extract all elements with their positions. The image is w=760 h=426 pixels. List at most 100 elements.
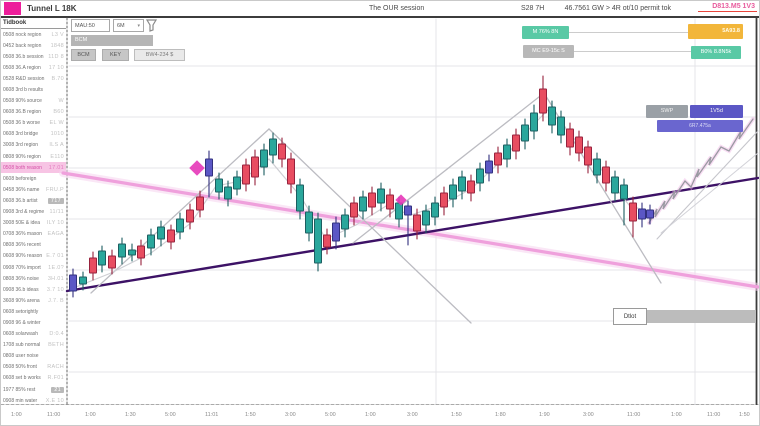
list-item[interactable]: 0608 36.B region B60 — [1, 107, 66, 118]
row-value: L3 V — [51, 31, 64, 38]
row-value: 717 — [47, 197, 64, 204]
list-item[interactable]: 0608 90% reason E.7 01 — [1, 251, 66, 262]
axis-tick-label: 1:50 — [739, 412, 750, 418]
row-label: 0608 3rd bridge — [3, 131, 39, 138]
list-item[interactable]: 0808 user noise — [1, 351, 66, 362]
list-item[interactable]: 0708 36% mason EAGA — [1, 229, 66, 240]
list-item[interactable]: 3008 3rd region ILS A — [1, 140, 66, 151]
alert-price-label[interactable]: 5A93.8 — [688, 24, 743, 39]
indicator-input[interactable]: MAU:50 — [71, 19, 110, 32]
value-badge: 6R7.475a — [657, 120, 743, 132]
row-label: 0808 user noise — [3, 353, 39, 360]
list-item[interactable]: 0808 36% recent — [1, 240, 66, 251]
row-label: 0608 36.B region — [3, 109, 42, 116]
list-item[interactable]: 3008 50E & idea ILY 10 — [1, 218, 66, 229]
row-value: ILY 10 — [46, 220, 64, 227]
timeframe-value: 6M — [117, 22, 125, 29]
sell-button[interactable]: BCM — [71, 49, 96, 61]
row-value: 21 — [51, 386, 64, 393]
axis-tick-label: 1:00 — [671, 412, 682, 418]
list-item[interactable]: 0908 70% import 1E.0? — [1, 262, 66, 273]
amount-button[interactable]: BW4-234 $ — [134, 49, 185, 61]
alert-price-label-2[interactable]: B0% 8.8N5k — [691, 46, 741, 59]
detail-button[interactable]: Dtlot — [613, 308, 647, 325]
alert-level-label-2[interactable]: MC E9-15c S — [523, 45, 574, 58]
row-label: 0608 set b works — [3, 375, 41, 382]
row-value: W — [58, 98, 64, 105]
row-label: 0608 setorightly — [3, 308, 39, 315]
alert-level-label[interactable]: M 76% 8N — [522, 26, 569, 39]
list-item[interactable]: 0458 36% name FRU.P — [1, 184, 66, 195]
list-item[interactable]: 3608 90% arena J.7. B — [1, 295, 66, 306]
row-label: 0808 90% region — [3, 153, 41, 160]
list-item[interactable]: 0908 3rd & regime 11/11 — [1, 207, 66, 218]
instrument-title: Tunnel L 18K — [27, 4, 77, 13]
row-label: 0508 50% front — [3, 364, 37, 371]
list-item[interactable]: 0608 set b works R.F01 — [1, 373, 66, 384]
list-item[interactable]: 0508 nock region L3 V — [1, 29, 66, 40]
list-item[interactable]: 0908 36.b ideas 3.7 10 — [1, 284, 66, 295]
row-value: BETH — [48, 342, 64, 349]
row-label: 1977 85% rest — [3, 386, 36, 393]
row-label: 0908 96 & winter — [3, 319, 41, 326]
order-mode-bar[interactable]: BCM — [71, 35, 153, 46]
timeframe-select[interactable]: 6M ▾ — [113, 19, 144, 32]
axis-tick-label: 11:00 — [707, 412, 721, 418]
list-item[interactable]: 0508 36.A region 17 10 — [1, 62, 66, 73]
list-item[interactable]: 0508 36 b worse EL W — [1, 118, 66, 129]
list-item[interactable]: 0452 back region 1848 — [1, 40, 66, 51]
price-alert-link[interactable]: D813.M5 1V3 — [698, 3, 757, 12]
row-label: 1708 sub normal — [3, 342, 41, 349]
detail-progress-bar — [647, 310, 756, 323]
alert-connector-line — [568, 32, 688, 33]
row-value: D:0.4 — [49, 331, 64, 338]
axis-tick-label: 5:00 — [165, 412, 176, 418]
list-item[interactable]: 0528 R&D session B.70 — [1, 73, 66, 84]
list-item[interactable]: 0608 3rd b results — [1, 84, 66, 95]
session-time: S28 7H — [521, 5, 545, 12]
filter-funnel-icon[interactable] — [146, 19, 157, 32]
list-item[interactable]: 0808 36% noise 3H.01 — [1, 273, 66, 284]
axis-tick-label: 1:90 — [539, 412, 550, 418]
row-label: 0508 90% source — [3, 98, 42, 105]
axis-tick-label: 3:00 — [407, 412, 418, 418]
sidebar-row-list: 0508 nock region L3 V 0452 back region 1848… — [1, 29, 66, 406]
row-label: 0608 beforeign — [3, 175, 37, 182]
list-item[interactable]: 0608 36.b artist 717 — [1, 195, 66, 206]
list-item[interactable]: 0808 90% region E110 — [1, 151, 66, 162]
row-value: R.F01 — [47, 375, 64, 382]
list-item[interactable]: 0908 min water X.E 10 — [1, 395, 66, 406]
row-label: 0808 36% recent — [3, 242, 41, 249]
row-label: 0458 36% name — [3, 186, 40, 193]
list-item[interactable]: 1977 85% rest 21 — [1, 384, 66, 395]
row-label: 0508 nock region — [3, 31, 42, 38]
axis-tick-label: 1:00 — [85, 412, 96, 418]
list-item[interactable]: 0608 beforeign — [1, 173, 66, 184]
row-value: ILS A — [49, 142, 64, 149]
row-value: 3.7 10 — [46, 286, 64, 293]
row-label: 0608 solarwash — [3, 331, 39, 338]
axis-tick-label: 1:50 — [245, 412, 256, 418]
list-item[interactable]: 1708 sub normal BETH — [1, 340, 66, 351]
list-item[interactable]: 0508 36.b session 11D 8 — [1, 51, 66, 62]
axis-tick-label: 1:00 — [11, 412, 22, 418]
indicator-input-value: MAU:50 — [75, 22, 95, 29]
timeframe-badge[interactable]: 1V5d — [690, 105, 743, 118]
buy-button[interactable]: KEY — [102, 49, 129, 61]
list-item[interactable]: 0508 both reason 17.01 — [1, 162, 66, 174]
chevron-down-icon: ▾ — [137, 22, 140, 29]
list-item[interactable]: 0908 96 & winter — [1, 317, 66, 328]
list-item[interactable]: 0608 setorightly — [1, 306, 66, 317]
list-item[interactable]: 0508 50% front RACH — [1, 362, 66, 373]
series-badge[interactable]: SWP — [646, 105, 688, 118]
list-item[interactable]: 0608 solarwash D:0.4 — [1, 329, 66, 340]
top-header: Tunnel L 18K The OUR session S28 7H 46.7… — [1, 1, 759, 16]
brand-logo-icon — [4, 2, 21, 15]
row-label: 0708 36% mason — [3, 231, 42, 238]
row-label: 0452 back region — [3, 42, 42, 49]
list-item[interactable]: 0508 90% source W — [1, 96, 66, 107]
axis-tick-label: 1:50 — [451, 412, 462, 418]
list-item[interactable]: 0608 3rd bridge 1010 — [1, 129, 66, 140]
row-label: 0808 36% noise — [3, 275, 39, 282]
